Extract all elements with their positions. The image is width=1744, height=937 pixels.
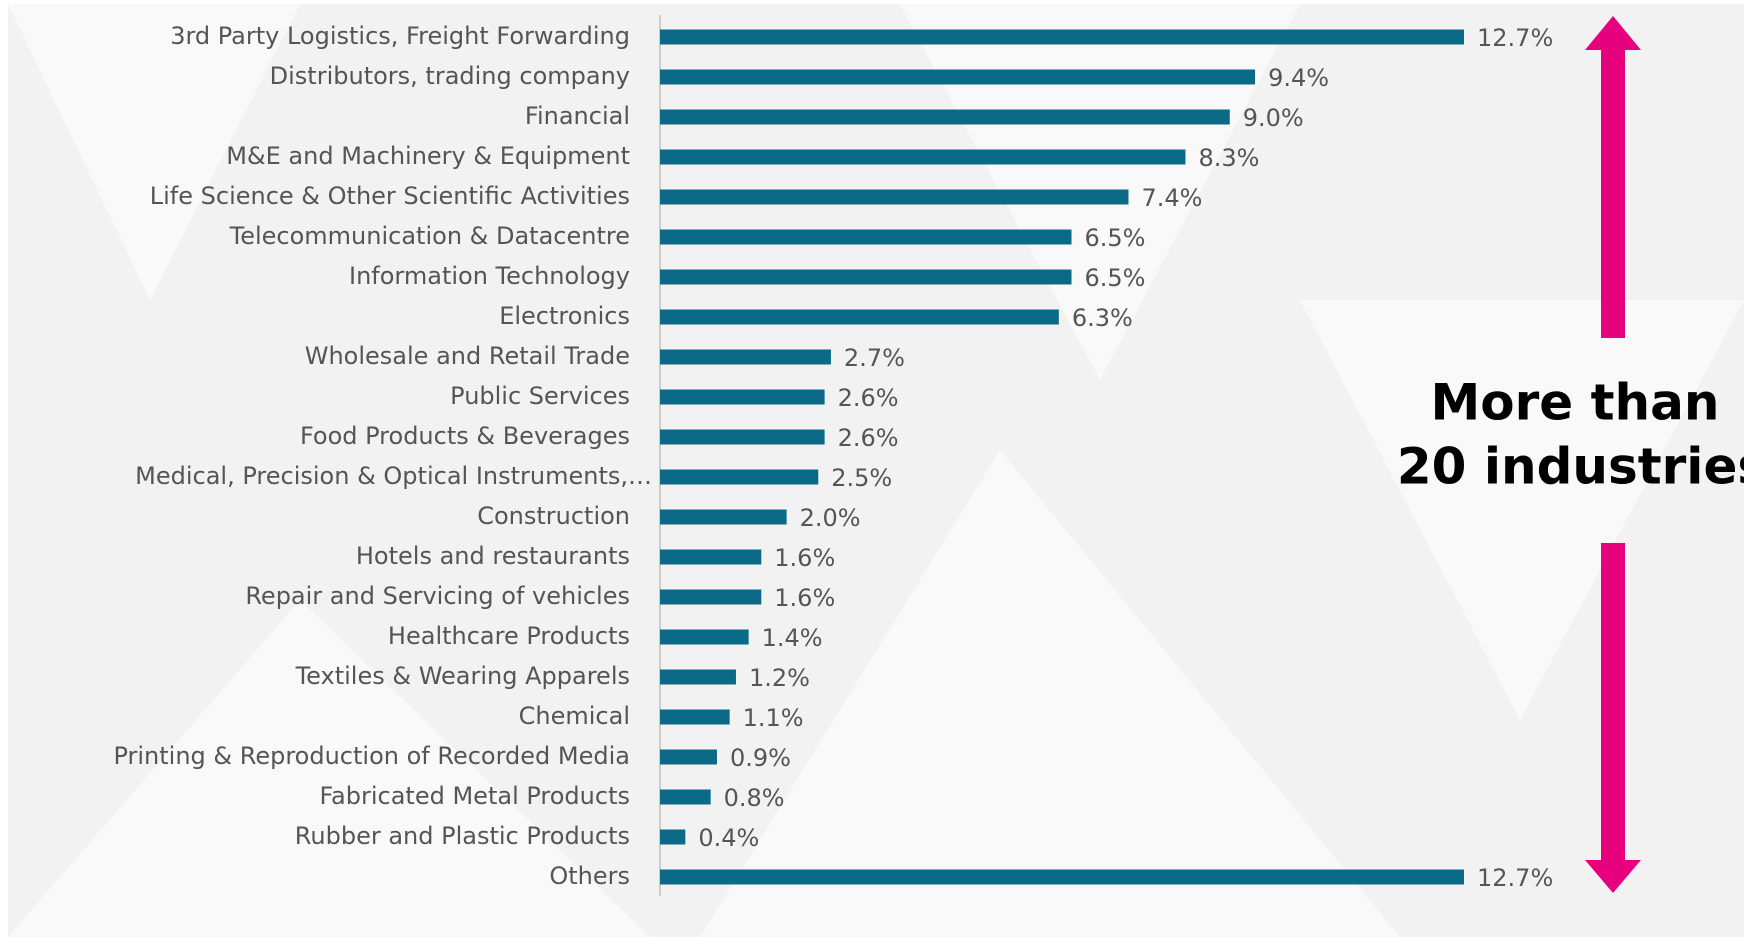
category-label: Construction	[477, 502, 630, 530]
data-label: 2.6%	[838, 384, 899, 412]
category-label: Fabricated Metal Products	[319, 782, 630, 810]
data-label: 6.5%	[1084, 264, 1145, 292]
category-label: Public Services	[450, 382, 630, 410]
data-label: 0.4%	[698, 824, 759, 852]
category-label: Healthcare Products	[388, 622, 630, 650]
background-pattern	[8, 4, 1744, 937]
data-label: 1.4%	[762, 624, 823, 652]
bar	[660, 789, 711, 805]
data-label: 2.0%	[800, 504, 861, 532]
down-arrow	[1585, 543, 1641, 893]
category-label: Information Technology	[349, 262, 630, 290]
category-label: Chemical	[519, 702, 630, 730]
data-label: 0.9%	[730, 744, 791, 772]
category-label: Life Science & Other Scientific Activiti…	[150, 182, 630, 210]
category-label: Food Products & Beverages	[300, 422, 630, 450]
category-label: Distributors, trading company	[270, 62, 630, 90]
bar	[660, 829, 686, 845]
bar	[660, 669, 736, 685]
data-label: 9.0%	[1243, 104, 1304, 132]
bar	[660, 309, 1059, 325]
bar	[660, 629, 749, 645]
bar	[660, 29, 1464, 45]
category-label: Rubber and Plastic Products	[295, 822, 630, 850]
category-label: Telecommunication & Datacentre	[229, 222, 630, 250]
bar	[660, 149, 1186, 165]
category-label: Textiles & Wearing Apparels	[295, 662, 630, 690]
category-label: Medical, Precision & Optical Instruments…	[135, 462, 652, 490]
annotation: More than	[1431, 374, 1720, 432]
data-label: 12.7%	[1477, 24, 1553, 52]
data-label: 1.6%	[774, 584, 835, 612]
bar	[660, 389, 825, 405]
category-label: Others	[549, 862, 630, 890]
data-label: 2.5%	[831, 464, 892, 492]
data-label: 8.3%	[1198, 144, 1259, 172]
data-label: 7.4%	[1141, 184, 1202, 212]
data-label: 0.8%	[724, 784, 785, 812]
bar	[660, 69, 1256, 85]
category-label: Printing & Reproduction of Recorded Medi…	[113, 742, 630, 770]
annotation: 20 industries	[1397, 438, 1744, 496]
data-label: 1.1%	[743, 704, 804, 732]
data-label: 9.4%	[1268, 64, 1329, 92]
data-label: 6.3%	[1072, 304, 1133, 332]
category-label: 3rd Party Logistics, Freight Forwarding	[170, 22, 630, 50]
bar	[660, 429, 825, 445]
up-arrow	[1585, 16, 1641, 338]
bar	[660, 509, 787, 525]
bar	[660, 269, 1072, 285]
bar	[660, 709, 730, 725]
category-label: Repair and Servicing of vehicles	[245, 582, 630, 610]
data-label: 12.7%	[1477, 864, 1553, 892]
bar	[660, 229, 1072, 245]
data-label: 2.6%	[838, 424, 899, 452]
category-label: Financial	[525, 102, 630, 130]
bar	[660, 749, 717, 765]
bar	[660, 469, 819, 485]
category-label: M&E and Machinery & Equipment	[226, 142, 630, 170]
bar	[660, 589, 762, 605]
category-label: Wholesale and Retail Trade	[305, 342, 630, 370]
bar	[660, 869, 1464, 885]
bar	[660, 189, 1129, 205]
bar	[660, 549, 762, 565]
category-label: Electronics	[499, 302, 630, 330]
data-label: 6.5%	[1084, 224, 1145, 252]
bar	[660, 349, 831, 365]
data-label: 1.2%	[749, 664, 810, 692]
category-label: Hotels and restaurants	[356, 542, 630, 570]
data-label: 1.6%	[774, 544, 835, 572]
data-label: 2.7%	[844, 344, 905, 372]
bar	[660, 109, 1230, 125]
